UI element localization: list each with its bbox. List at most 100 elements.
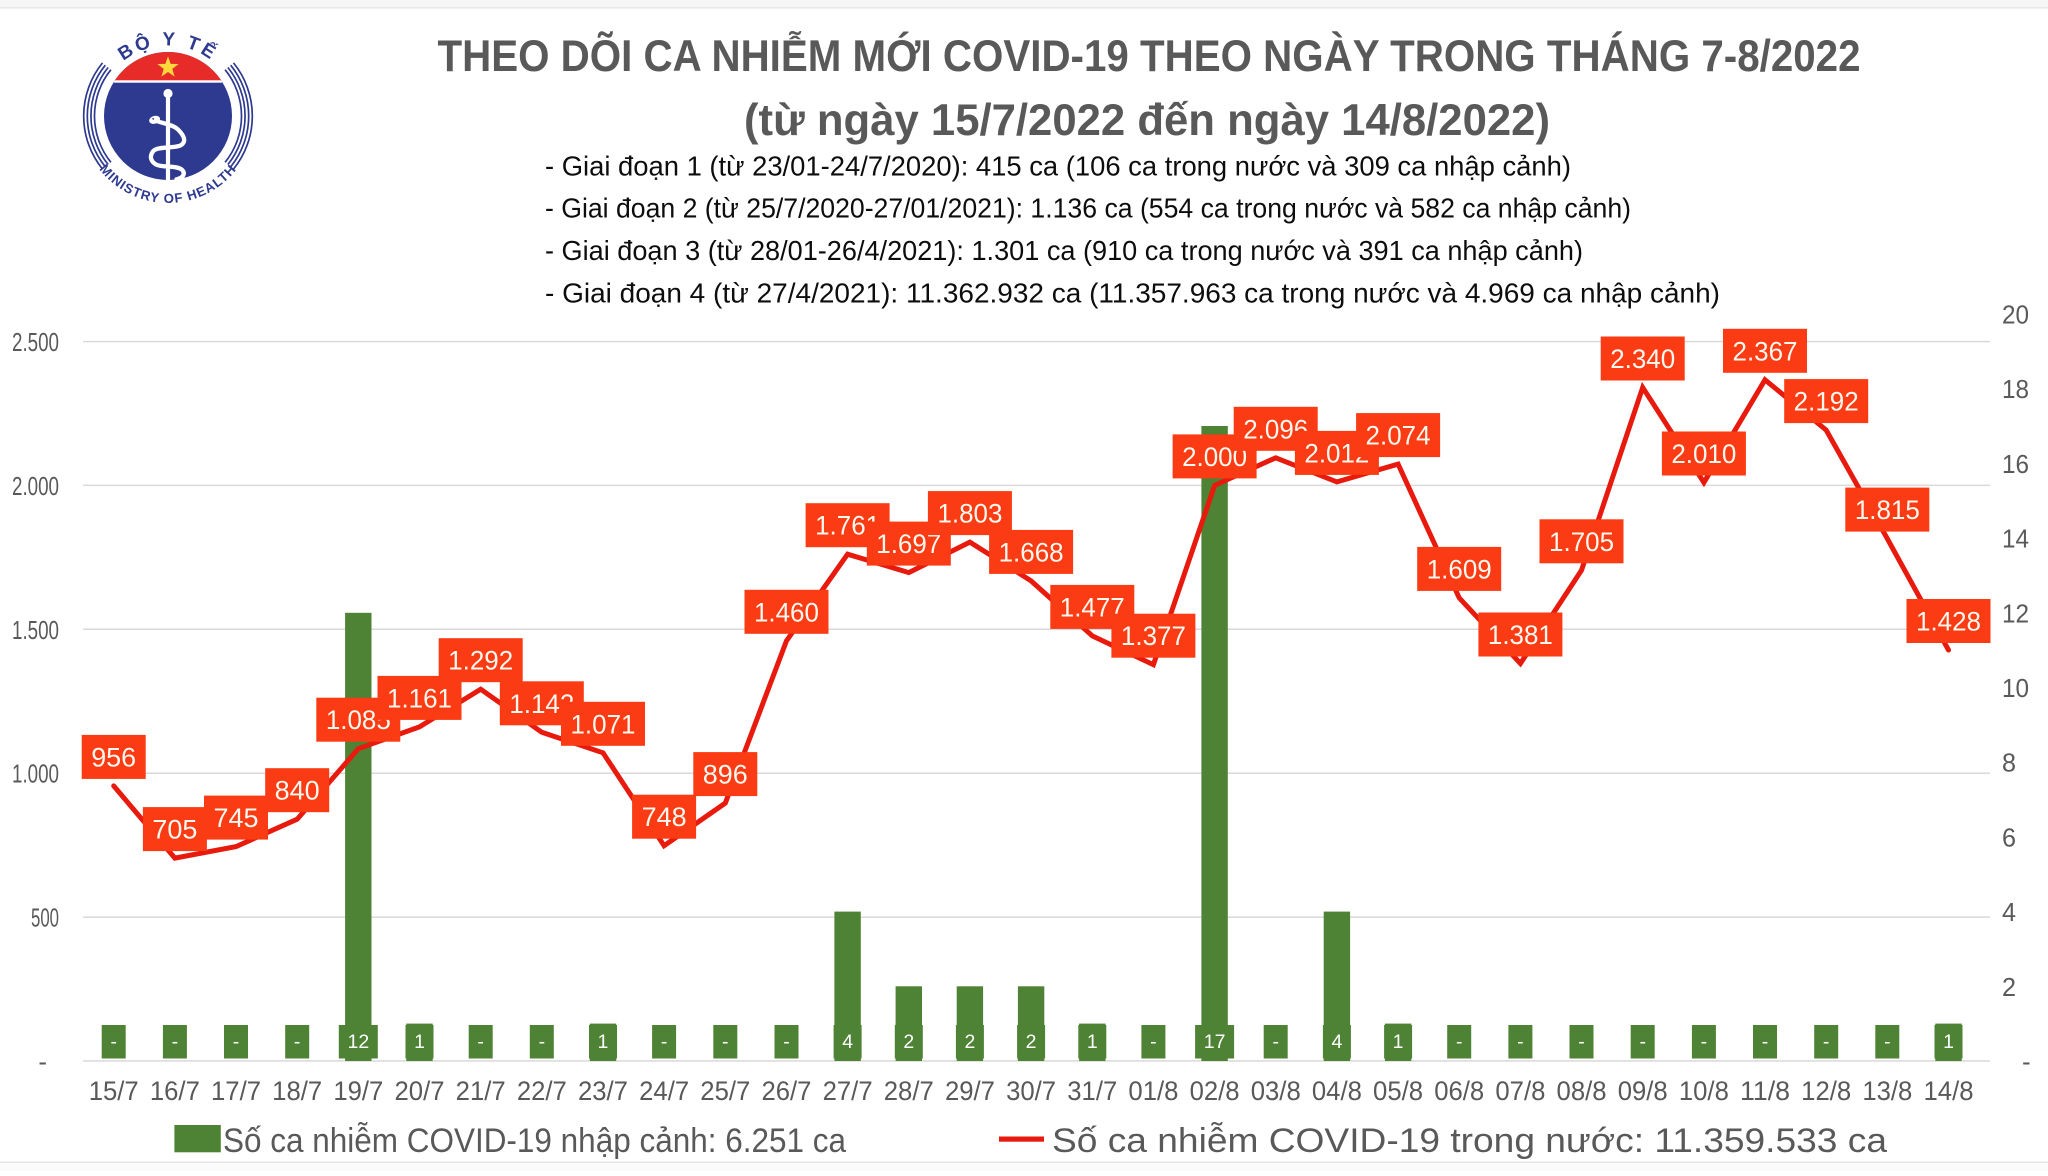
svg-text:Số ca nhiễm COVID-19 trong nướ: Số ca nhiễm COVID-19 trong nước: 11.359.… — [1052, 1122, 1887, 1160]
svg-text:-: - — [1150, 1031, 1157, 1053]
svg-text:840: 840 — [275, 776, 320, 806]
svg-text:04/8: 04/8 — [1312, 1076, 1362, 1106]
svg-text:23/7: 23/7 — [578, 1076, 628, 1106]
svg-text:16/7: 16/7 — [150, 1076, 200, 1106]
svg-text:- Giai đoạn 1 (từ 23/01-24/7/2: - Giai đoạn 1 (từ 23/01-24/7/2020): 415 … — [545, 150, 1571, 181]
svg-text:-: - — [1517, 1031, 1524, 1053]
svg-text:15/7: 15/7 — [89, 1076, 139, 1106]
svg-text:896: 896 — [703, 760, 748, 790]
svg-text:11/8: 11/8 — [1740, 1076, 1790, 1106]
svg-text:2.340: 2.340 — [1610, 344, 1675, 374]
svg-text:1: 1 — [598, 1031, 609, 1053]
svg-text:2.192: 2.192 — [1794, 387, 1859, 417]
svg-text:1.428: 1.428 — [1916, 607, 1981, 637]
svg-text:13/8: 13/8 — [1862, 1076, 1912, 1106]
svg-text:- Giai đoạn 2 (từ 25/7/2020-27: - Giai đoạn 2 (từ 25/7/2020-27/01/2021):… — [545, 193, 1631, 224]
svg-text:1.668: 1.668 — [999, 537, 1064, 567]
svg-text:25/7: 25/7 — [700, 1076, 750, 1106]
svg-text:28/7: 28/7 — [884, 1076, 934, 1106]
svg-text:21/7: 21/7 — [456, 1076, 506, 1106]
svg-text:-: - — [1762, 1031, 1769, 1053]
svg-text:-: - — [1578, 1031, 1585, 1053]
svg-text:1.803: 1.803 — [937, 499, 1002, 529]
svg-text:4: 4 — [842, 1031, 853, 1053]
svg-text:-: - — [783, 1031, 790, 1053]
svg-text:500: 500 — [31, 903, 59, 933]
svg-text:-: - — [38, 1047, 47, 1077]
svg-text:1.500: 1.500 — [12, 615, 59, 645]
svg-text:-: - — [294, 1031, 301, 1053]
svg-text:02/8: 02/8 — [1190, 1076, 1240, 1106]
svg-text:- Giai đoạn 3 (từ 28/01-26/4/2: - Giai đoạn 3 (từ 28/01-26/4/2021): 1.30… — [545, 235, 1583, 266]
svg-text:705: 705 — [152, 815, 197, 845]
svg-text:1.292: 1.292 — [448, 646, 513, 676]
svg-text:-: - — [477, 1031, 484, 1053]
svg-text:12/8: 12/8 — [1801, 1076, 1851, 1106]
svg-text:10/8: 10/8 — [1679, 1076, 1729, 1106]
svg-text:18: 18 — [2002, 374, 2029, 404]
svg-text:01/8: 01/8 — [1128, 1076, 1178, 1106]
svg-text:- Giai đoạn 4 (từ 27/4/2021):: - Giai đoạn 4 (từ 27/4/2021): 11.362.932… — [545, 277, 1720, 308]
svg-text:1: 1 — [1393, 1031, 1404, 1053]
svg-text:4: 4 — [1331, 1031, 1342, 1053]
svg-text:2.010: 2.010 — [1671, 439, 1736, 469]
svg-text:18/7: 18/7 — [272, 1076, 322, 1106]
svg-text:20/7: 20/7 — [395, 1076, 445, 1106]
svg-text:17: 17 — [1204, 1031, 1226, 1053]
svg-text:-: - — [722, 1031, 729, 1053]
svg-text:2.074: 2.074 — [1366, 421, 1431, 451]
svg-text:4: 4 — [2002, 897, 2016, 927]
svg-text:14: 14 — [2002, 524, 2029, 554]
svg-text:05/8: 05/8 — [1373, 1076, 1423, 1106]
svg-text:-: - — [1701, 1031, 1708, 1053]
svg-text:09/8: 09/8 — [1618, 1076, 1668, 1106]
svg-text:956: 956 — [91, 742, 136, 772]
svg-text:2: 2 — [1026, 1031, 1037, 1053]
svg-text:THEO DÕI CA NHIỄM MỚI COVID-19: THEO DÕI CA NHIỄM MỚI COVID-19 THEO NGÀY… — [438, 31, 1861, 81]
svg-text:26/7: 26/7 — [761, 1076, 811, 1106]
svg-text:-: - — [2022, 1047, 2031, 1077]
svg-text:12: 12 — [347, 1031, 369, 1053]
svg-text:748: 748 — [642, 802, 687, 832]
svg-text:1.161: 1.161 — [387, 683, 452, 713]
svg-text:-: - — [1639, 1031, 1646, 1053]
svg-text:1.609: 1.609 — [1427, 554, 1492, 584]
svg-text:12: 12 — [2002, 598, 2029, 628]
svg-text:14/8: 14/8 — [1924, 1076, 1974, 1106]
svg-text:1.815: 1.815 — [1855, 495, 1920, 525]
svg-text:(từ ngày 15/7/2022 đến ngày 14: (từ ngày 15/7/2022 đến ngày 14/8/2022) — [744, 96, 1550, 145]
svg-text:1: 1 — [1087, 1031, 1098, 1053]
svg-text:-: - — [233, 1031, 240, 1053]
svg-text:-: - — [1456, 1031, 1463, 1053]
svg-text:29/7: 29/7 — [945, 1076, 995, 1106]
svg-text:2.500: 2.500 — [12, 327, 59, 357]
svg-text:-: - — [172, 1031, 179, 1053]
svg-text:1.071: 1.071 — [570, 709, 635, 739]
svg-text:2: 2 — [965, 1031, 976, 1053]
svg-text:1.381: 1.381 — [1488, 620, 1553, 650]
svg-text:22/7: 22/7 — [517, 1076, 567, 1106]
svg-text:-: - — [661, 1031, 668, 1053]
svg-text:745: 745 — [214, 803, 259, 833]
svg-text:2: 2 — [903, 1031, 914, 1053]
svg-text:-: - — [110, 1031, 117, 1053]
svg-text:1.377: 1.377 — [1121, 621, 1186, 651]
svg-text:1.705: 1.705 — [1549, 527, 1614, 557]
svg-text:6: 6 — [2002, 822, 2016, 852]
svg-text:30/7: 30/7 — [1006, 1076, 1056, 1106]
svg-text:19/7: 19/7 — [333, 1076, 383, 1106]
svg-text:8: 8 — [2002, 748, 2016, 778]
svg-text:2.000: 2.000 — [12, 471, 59, 501]
svg-text:24/7: 24/7 — [639, 1076, 689, 1106]
svg-text:Số ca nhiễm COVID-19 nhập cảnh: Số ca nhiễm COVID-19 nhập cảnh: 6.251 ca — [223, 1122, 846, 1160]
svg-text:-: - — [1823, 1031, 1830, 1053]
svg-text:1: 1 — [1943, 1031, 1954, 1053]
svg-text:1.460: 1.460 — [754, 597, 819, 627]
svg-text:31/7: 31/7 — [1067, 1076, 1117, 1106]
svg-text:27/7: 27/7 — [823, 1076, 873, 1106]
svg-text:10: 10 — [2002, 673, 2029, 703]
svg-text:-: - — [1272, 1031, 1279, 1053]
svg-text:08/8: 08/8 — [1557, 1076, 1607, 1106]
svg-text:-: - — [539, 1031, 546, 1053]
svg-text:07/8: 07/8 — [1495, 1076, 1545, 1106]
